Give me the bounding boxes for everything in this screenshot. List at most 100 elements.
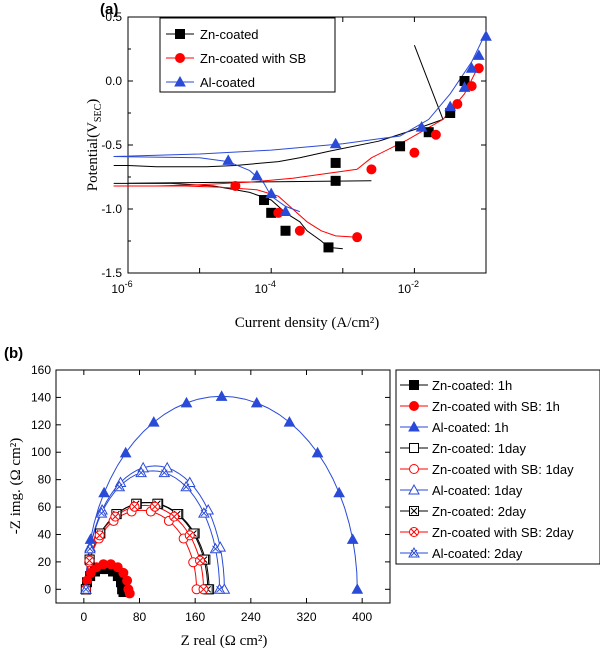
- panel-b-legend-label: Zn-coated: 1day: [432, 441, 526, 456]
- panel-a-series-3-point: [329, 137, 342, 149]
- panel-b-legend-label: Zn-coated with SB: 1day: [432, 462, 574, 477]
- panel-a-legend-label: Zn-coated with SB: [200, 51, 306, 66]
- panel-a-series-3-point: [458, 81, 471, 92]
- panel-a-legend-label: Zn-coated: [200, 27, 259, 42]
- panel-b-y-tick-label: 120: [31, 418, 51, 432]
- panel-b-legend-marker: [409, 506, 419, 516]
- panel-a-series-2-point: [230, 180, 241, 191]
- panel-b-x-axis-title: Z real (Ω cm²): [181, 633, 268, 649]
- panel-b-series-9-point: [158, 466, 171, 478]
- panel-b-y-tick-label: 140: [31, 390, 51, 404]
- panel-b-legend-marker: [409, 380, 419, 390]
- panel-b-series-3-point: [119, 446, 132, 458]
- panel-a-legend-marker: [175, 53, 185, 63]
- panel-a-legend-marker: [174, 75, 186, 87]
- panel-b-series-3-line: [85, 395, 358, 590]
- panel-b-series-9-point: [113, 480, 126, 492]
- panel-a-x-tick-label: 10-6: [111, 279, 132, 296]
- panel-b-series-8-point: [198, 584, 209, 595]
- panel-b-series-3-point: [147, 416, 160, 427]
- panel-a-series-2-point: [294, 225, 305, 236]
- panel-b-series-8-point: [84, 555, 95, 566]
- panel-b-series-8-point: [184, 530, 195, 541]
- panel-b-series-3-point: [215, 390, 228, 401]
- panel-a-x-axis-title: Current density (A/cm²): [235, 315, 379, 331]
- panel-b-legend-label: Al-coated: 1day: [432, 483, 523, 498]
- panel-b-series-3-point: [351, 583, 364, 594]
- panel-b-series-9-point: [80, 583, 92, 594]
- panel-b-legend-label: Zn-coated with SB: 2day: [432, 525, 574, 540]
- panel-a-potentiodynamic-plot: (a) -1.5 -1.0 -0.5 0.0 0.5 10-6 10-4 10-2 Curre…: [85, 1, 492, 331]
- panel-a-series-1-point: [395, 141, 406, 152]
- panel-b-series-8-point: [169, 511, 180, 522]
- panel-b-y-axis-title: -Z img. (Ω cm²): [8, 438, 24, 534]
- panel-b-legend-label: Al-coated: 2day: [432, 546, 523, 561]
- panel-a-series-1-point: [259, 195, 270, 206]
- panel-b-nyquist-plot: (b) 0 20 40 60 80 100 120 140 160 0 80 160 240 320 400…: [4, 345, 600, 649]
- panel-b-x-tick-label: 80: [133, 610, 147, 624]
- panel-b-series-3-point: [346, 533, 359, 544]
- panel-a-series-3-point: [480, 30, 492, 41]
- panel-b-series-6-line: [85, 465, 225, 590]
- panel-a-series-1-point: [280, 225, 291, 236]
- panel-b-series-3-point: [180, 396, 193, 408]
- panel-a-series-3-point: [222, 154, 235, 165]
- panel-a-series-2-line-2: [113, 185, 358, 238]
- panel-a-legend: Zn-coated Zn-coated with SB Al-coated: [159, 17, 336, 93]
- panel-b-y-tick-label: 80: [38, 473, 52, 487]
- panel-a-y-axis-title: Potential(VSEC): [85, 99, 104, 192]
- panel-b-x-tick-label: 160: [185, 610, 205, 624]
- panel-b-y-tick-label: 40: [38, 527, 52, 541]
- panel-a-series-2-point: [352, 232, 363, 243]
- panel-b-y-tick-label: 60: [38, 500, 52, 514]
- panel-a-x-tick-label: 10-2: [398, 279, 419, 296]
- panel-a-series-3-point: [251, 169, 263, 181]
- panel-a-legend-box: [159, 17, 336, 93]
- panel-b-series-8-point: [149, 501, 160, 512]
- panel-b-series-8-point: [129, 501, 140, 512]
- panel-b-series-3-point: [333, 486, 345, 498]
- panel-b-legend-label: Zn-coated: 2day: [432, 504, 526, 519]
- panel-b-legend-label: Zn-coated: 1h: [432, 378, 512, 393]
- panel-b-series-9-point: [209, 542, 222, 554]
- panel-a-series-3-point: [279, 205, 292, 217]
- panel-b-x-tick-label: 320: [296, 610, 316, 624]
- panel-b-x-tick-label: 400: [352, 610, 372, 624]
- panel-b-legend-marker: [409, 443, 419, 453]
- panel-b-series-9-point: [95, 507, 108, 518]
- panel-a-legend-marker: [175, 29, 185, 39]
- panel-b-frame: [55, 369, 391, 604]
- panel-a-y-tick-label: -0.5: [101, 138, 122, 152]
- panel-b-series-9-point: [213, 583, 226, 594]
- panel-b-series-8-point: [110, 511, 121, 522]
- panel-b-series-2-point: [124, 588, 135, 599]
- panel-b-y-tick-label: 160: [31, 363, 51, 377]
- panel-b-series-9-point: [180, 480, 192, 492]
- panel-b-legend-marker: [409, 464, 419, 474]
- panel-b-legend-marker: [409, 401, 419, 411]
- panel-b-legend-marker: [409, 527, 419, 537]
- panel-a-y-tick-label: 0.5: [105, 10, 122, 24]
- panel-a-series-3-point: [265, 187, 278, 199]
- panel-a-series-1-point: [330, 175, 341, 186]
- panel-a-x-tick-label: 10-4: [255, 279, 276, 296]
- panel-b-series-2-point: [122, 575, 133, 586]
- panel-b-series-9-line: [85, 470, 220, 590]
- panel-b-y-tick-label: 20: [38, 555, 52, 569]
- panel-b-y-tick-label: 100: [31, 445, 51, 459]
- panel-b-series-3-point: [283, 416, 296, 427]
- panel-a-series-2-point: [430, 129, 441, 140]
- panel-a-y-tick-label: -1.5: [101, 266, 122, 280]
- panel-b-label: (b): [4, 345, 23, 362]
- panel-b-series-9-point: [135, 466, 147, 478]
- panel-b-x-tick-label: 0: [80, 610, 87, 624]
- panel-b-legend-label: Al-coated: 1h: [432, 420, 509, 435]
- panel-a-series-1-point: [330, 157, 341, 168]
- panel-a-series-1-line-2: [113, 180, 372, 250]
- panel-b-series-9-point: [84, 542, 96, 554]
- panel-b-x-tick-label: 240: [241, 610, 261, 624]
- panel-a-y-tick-label: -1.0: [101, 202, 122, 216]
- panel-a-legend-label: Al-coated: [200, 75, 255, 90]
- panel-b-legend: Zn-coated: 1h Zn-coated with SB: 1h Al-coa…: [395, 369, 600, 565]
